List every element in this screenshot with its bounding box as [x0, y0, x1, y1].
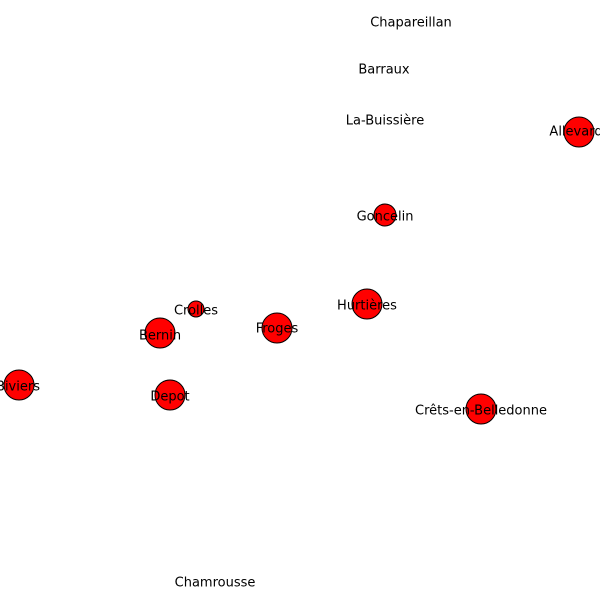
marker-depot[interactable]: [154, 379, 186, 411]
label-goncelin: Goncelin: [357, 210, 414, 225]
label-froges: Froges: [256, 322, 299, 337]
marker-crets-en-belledonne[interactable]: [465, 393, 497, 425]
marker-bernin[interactable]: [144, 317, 176, 349]
label-la-buissiere: La-Buissière: [346, 114, 424, 129]
label-chapareillan: Chapareillan: [370, 16, 452, 31]
label-chamrousse: Chamrousse: [175, 576, 256, 591]
label-crolles: Crolles: [174, 304, 218, 319]
marker-froges[interactable]: [261, 312, 293, 344]
label-hurtieres: Hurtières: [337, 299, 397, 314]
marker-layer: [3, 116, 595, 425]
marker-allevard[interactable]: [563, 116, 595, 148]
label-barraux: Barraux: [358, 63, 410, 78]
label-layer: Chapareillan Barraux La-Buissière Allevard G…: [0, 16, 600, 591]
label-depot: Depot: [150, 390, 189, 405]
marker-biviers[interactable]: [3, 369, 35, 401]
label-biviers: Biviers: [0, 380, 40, 395]
label-allevard: Allevard: [549, 125, 600, 140]
label-crets-en-belledonne: Crêts-en-Belledonne: [415, 404, 547, 419]
label-bernin: Bernin: [139, 329, 181, 344]
marker-goncelin[interactable]: [373, 203, 397, 227]
marker-crolles[interactable]: [187, 300, 205, 318]
marker-hurtieres[interactable]: [351, 288, 383, 320]
